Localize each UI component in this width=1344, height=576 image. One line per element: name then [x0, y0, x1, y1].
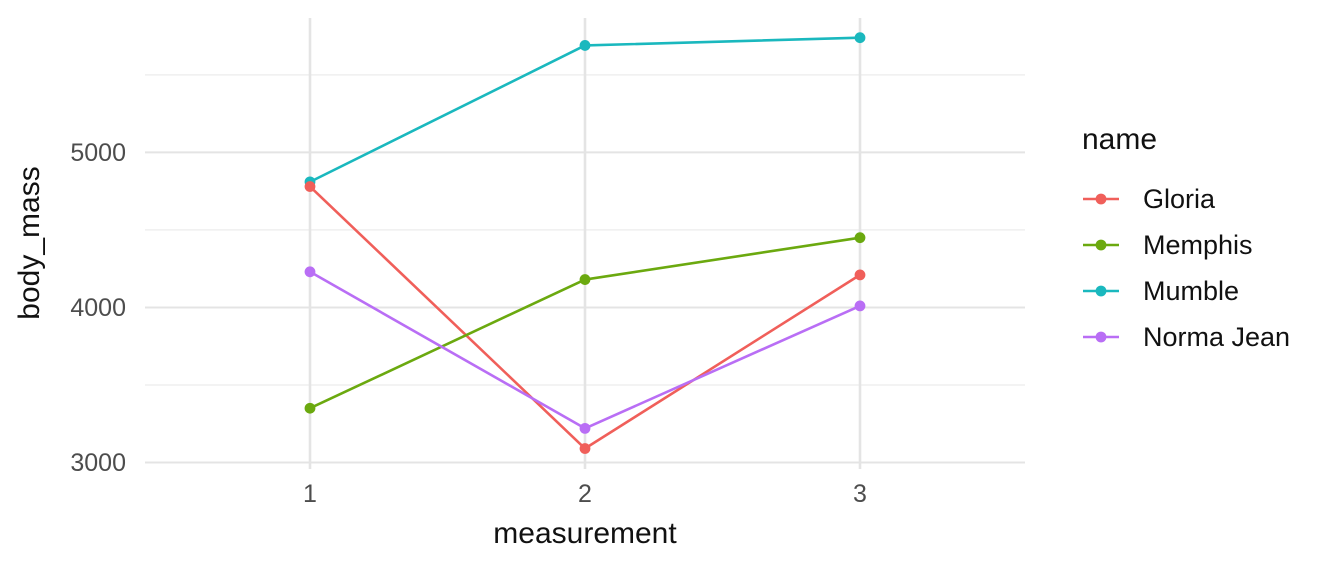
- legend-item-memphis: Memphis: [1082, 222, 1290, 268]
- line-point-key-icon: [1083, 331, 1119, 343]
- legend-title: name: [1082, 123, 1158, 156]
- data-point-gloria: [854, 269, 866, 281]
- y-tick-label: 3000: [70, 449, 126, 477]
- y-tick-label: 4000: [70, 294, 126, 322]
- line-point-key-icon: [1083, 285, 1119, 297]
- x-tick-label: 1: [303, 480, 317, 508]
- legend-label: Norma Jean: [1143, 321, 1291, 352]
- legend-label: Memphis: [1143, 229, 1253, 260]
- data-point-gloria: [579, 443, 591, 454]
- data-point-memphis: [579, 274, 591, 285]
- legend-item-gloria: Gloria: [1082, 176, 1290, 222]
- x-tick-label: 3: [853, 480, 867, 508]
- data-point-norma-jean: [854, 300, 866, 312]
- legend-item-norma-jean: Norma Jean: [1082, 314, 1290, 360]
- legend: name Gloria Memphis Mumble: [1082, 122, 1290, 360]
- y-tick-label: 5000: [70, 139, 126, 167]
- data-point-norma-jean: [579, 422, 591, 434]
- legend-label: Gloria: [1143, 183, 1216, 214]
- data-point-gloria: [304, 181, 316, 192]
- data-point-memphis: [854, 232, 866, 244]
- line-point-key-icon: [1083, 193, 1119, 205]
- data-point-mumble: [579, 40, 591, 51]
- data-point-memphis: [304, 402, 316, 414]
- x-axis-title: measurement: [493, 517, 677, 550]
- x-tick-label: 2: [578, 480, 592, 508]
- line-point-key-icon: [1083, 239, 1119, 251]
- legend-item-mumble: Mumble: [1082, 268, 1290, 314]
- data-point-mumble: [854, 32, 866, 44]
- y-axis-title: body_mass: [13, 166, 46, 320]
- data-point-norma-jean: [304, 266, 316, 278]
- legend-label: Mumble: [1143, 275, 1240, 306]
